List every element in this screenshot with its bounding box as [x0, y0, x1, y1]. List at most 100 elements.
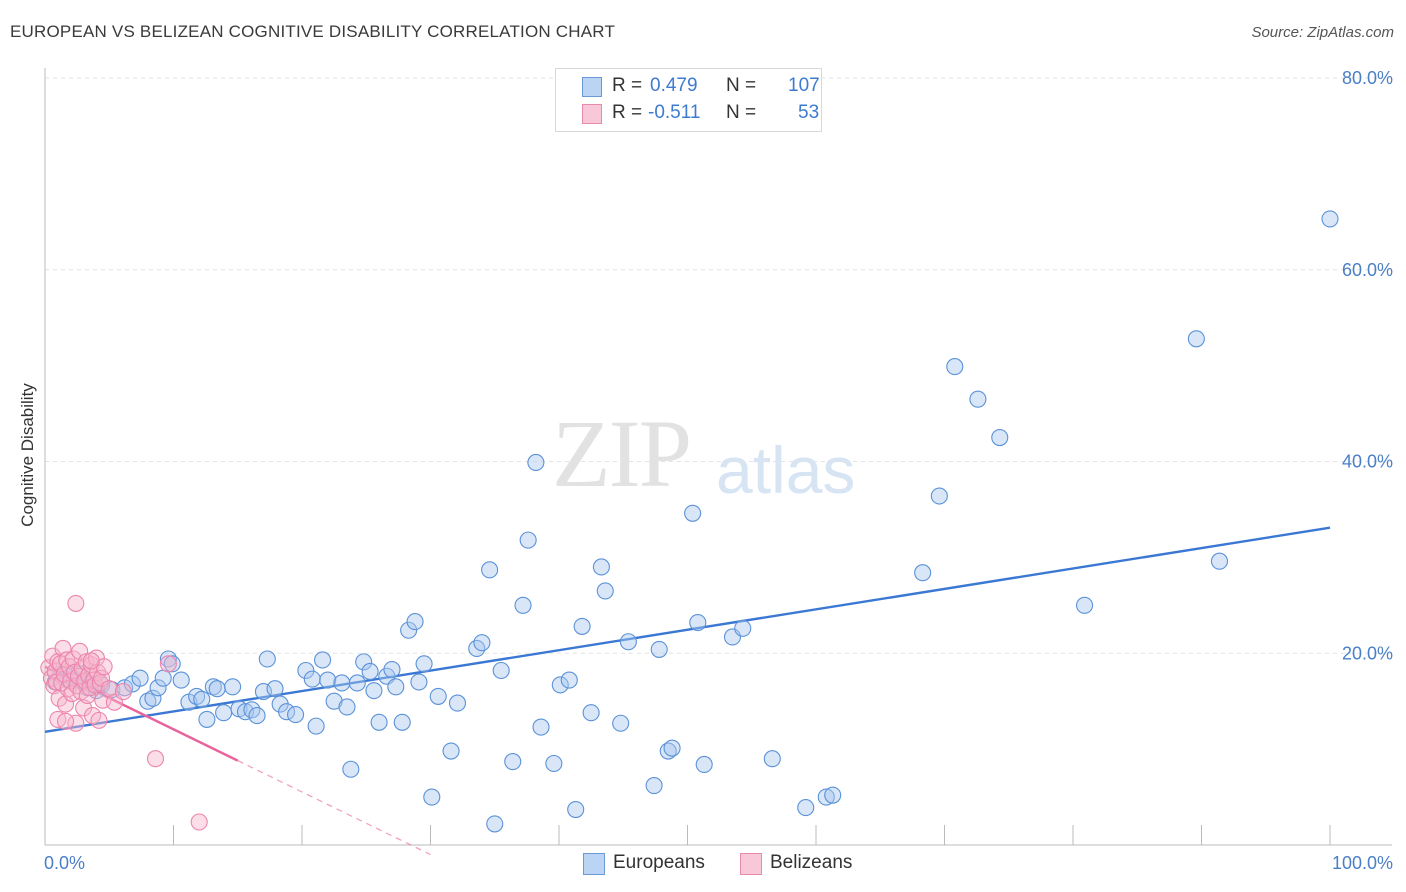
european-point	[423, 788, 441, 806]
european-point	[612, 714, 630, 732]
european-point	[144, 689, 162, 707]
european-point	[514, 596, 532, 614]
european-point	[188, 687, 206, 705]
european-point	[266, 680, 284, 698]
watermark-atlas: atlas	[716, 433, 856, 507]
europeans-r-value: 0.479	[650, 75, 698, 96]
european-point	[258, 650, 276, 668]
belizean-point	[57, 712, 75, 730]
europeans-legend-label: Europeans	[613, 852, 705, 873]
european-point	[573, 617, 591, 635]
european-point	[297, 661, 315, 680]
belizeans-swatch	[582, 104, 602, 124]
european-point	[393, 713, 411, 731]
european-point	[492, 661, 510, 680]
european-point	[481, 561, 499, 579]
european-point	[797, 799, 815, 817]
european-point	[689, 614, 707, 632]
european-point	[991, 428, 1009, 447]
belizeans-n-label: N =	[726, 102, 757, 123]
european-point	[560, 671, 578, 689]
tick-labels: 20.0% 40.0% 60.0% 80.0% 0.0% 100.0%	[44, 68, 1393, 873]
europeans-r-label: R =	[612, 75, 643, 96]
belizean-point	[114, 683, 132, 701]
european-point	[370, 713, 388, 731]
european-point	[817, 788, 835, 806]
gridlines	[45, 77, 1392, 654]
y-tick-label: 60.0%	[1342, 260, 1393, 280]
european-point	[287, 706, 305, 724]
europeans-n-value: 107	[788, 75, 820, 96]
belizean-point	[90, 711, 108, 729]
european-point	[930, 487, 948, 505]
european-point	[582, 704, 600, 722]
european-point	[149, 679, 167, 697]
european-point	[551, 676, 569, 694]
european-point	[387, 678, 405, 696]
european-point	[645, 777, 663, 795]
european-point	[215, 704, 233, 722]
european-point	[763, 750, 781, 768]
european-point	[592, 558, 610, 576]
european-point	[969, 390, 987, 408]
x-tick-label: 0.0%	[44, 853, 85, 873]
belizeans-r-value: -0.511	[648, 102, 701, 123]
axes	[44, 68, 1392, 846]
y-tick-label: 40.0%	[1342, 452, 1393, 472]
european-point	[1076, 596, 1094, 614]
source-label: Source: ZipAtlas.com	[1251, 24, 1394, 41]
european-point	[650, 640, 668, 658]
belizean-trend-extension	[237, 760, 431, 856]
y-tick-label: 80.0%	[1342, 68, 1393, 88]
european-point	[154, 669, 172, 687]
european-point	[519, 531, 537, 549]
european-point	[567, 800, 585, 819]
european-point	[383, 660, 401, 679]
european-point	[504, 753, 522, 771]
european-point	[307, 717, 325, 735]
european-point	[1321, 210, 1339, 228]
european-point	[406, 613, 424, 631]
european-point	[695, 755, 713, 774]
european-point	[415, 655, 433, 673]
chart-title: EUROPEAN VS BELIZEAN COGNITIVE DISABILIT…	[10, 22, 616, 41]
european-point	[824, 786, 842, 804]
european-point	[355, 653, 373, 671]
european-point	[208, 680, 226, 698]
european-point	[139, 692, 157, 710]
european-point	[448, 694, 467, 712]
european-point	[619, 633, 637, 651]
europeans-legend-swatch	[583, 853, 605, 875]
european-point	[684, 504, 702, 522]
european-point	[224, 678, 242, 696]
european-point	[303, 670, 321, 688]
european-point	[198, 710, 216, 728]
belizeans-r-label: R =	[612, 102, 643, 123]
belizean-point	[81, 679, 99, 697]
european-point	[429, 687, 447, 705]
belizean-point	[71, 642, 89, 660]
european-point	[361, 662, 379, 681]
european-point	[348, 674, 366, 692]
european-point	[532, 718, 550, 736]
belizean-point	[190, 813, 208, 831]
europeans-swatch	[582, 77, 602, 97]
y-tick-label: 20.0%	[1342, 643, 1393, 663]
european-point	[338, 698, 356, 716]
stats-legend: R = 0.479 N = 107 R = -0.511 N = 53	[555, 68, 822, 132]
european-point	[914, 564, 932, 582]
belizean-point	[58, 651, 76, 669]
european-point	[248, 707, 266, 725]
belizean-point	[159, 655, 177, 673]
european-point	[442, 742, 460, 760]
european-point	[1210, 552, 1229, 570]
european-point	[172, 671, 190, 689]
belizean-point	[67, 594, 85, 612]
european-point	[333, 674, 351, 692]
european-point	[400, 621, 418, 639]
european-point	[545, 754, 563, 773]
watermark-zip: ZIP	[552, 400, 692, 507]
belizean-point	[146, 750, 165, 768]
european-point	[342, 760, 360, 778]
european-point	[946, 358, 964, 376]
